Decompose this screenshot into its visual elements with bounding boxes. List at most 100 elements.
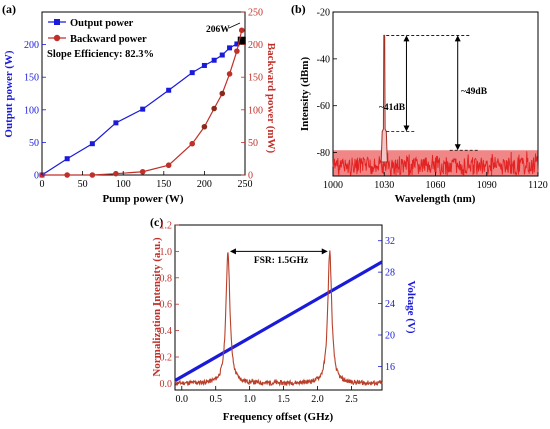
b-ytick-label-1: -60 — [317, 101, 330, 112]
a-ytick-left-label-4: 200 — [24, 40, 39, 51]
chart-b-annotations — [386, 35, 479, 151]
panel-label-a: (a) — [2, 2, 16, 16]
output-power-point-9 — [219, 52, 225, 58]
c-xtick-label-1: 0.5 — [209, 394, 222, 405]
a-ytick-left-label-0: 0 — [34, 171, 39, 182]
output-power-point-5 — [166, 87, 172, 93]
output-power-point-10 — [227, 45, 233, 51]
chart-a-frame — [41, 11, 246, 176]
c-xtick-label-2: 1.0 — [243, 394, 256, 405]
point-label-206w: 206W — [206, 25, 230, 35]
fsr-annotation — [229, 248, 328, 255]
c-ytick-right-label-2: 24 — [385, 299, 395, 310]
a-ytick-left-label-2: 100 — [24, 105, 39, 116]
c-ytick-left-label-5: 1.0 — [160, 247, 173, 258]
backward-power-point-10 — [226, 71, 233, 77]
b-ytick-label-2: -40 — [317, 54, 330, 65]
panel-label-b: (b) — [291, 2, 306, 16]
chart-a-xlabel: Pump power (W) — [102, 193, 183, 205]
chart-c-xlabel: Frequency offset (GHz) — [223, 411, 334, 423]
a-ytick-right-label-1: 50 — [248, 138, 258, 149]
output-power-point-8 — [211, 57, 217, 63]
b-ytick-label-3: -20 — [317, 8, 330, 19]
output-power-point-12 — [237, 36, 246, 45]
c-xtick-label-3: 1.5 — [277, 394, 290, 405]
chart-a-legend: Output power Backward power — [48, 18, 147, 45]
legend-output-power: Output power — [70, 18, 134, 29]
chart-a-ylabel-right: Backward power (mW) — [265, 43, 277, 154]
output-power-point-2 — [89, 141, 95, 147]
a-xtick-label-5: 250 — [238, 179, 253, 190]
label-41db: ~41dB — [379, 103, 406, 113]
a-xtick-label-4: 200 — [197, 179, 212, 190]
a-ytick-right-label-5: 250 — [248, 8, 263, 19]
b-xtick-label-4: 1120 — [528, 180, 548, 191]
backward-power-point-5 — [165, 162, 172, 169]
c-xtick-label-5: 2.5 — [345, 394, 358, 405]
a-xtick-label-0: 0 — [40, 179, 45, 190]
a-xtick-label-2: 100 — [116, 179, 131, 190]
b-xtick-label-2: 1060 — [426, 180, 446, 191]
c-ytick-right-label-0: 16 — [385, 362, 395, 373]
chart-c: (c) 0.0 0.5 1.0 1.5 2.0 2.5 0.0 0.2 0.4 0.6 0.8 1.0… — [150, 215, 417, 423]
chart-a-ylabel-left: Output power (W) — [3, 50, 15, 138]
arrow-41db-head-top — [403, 35, 410, 42]
output-power-point-4 — [140, 106, 146, 112]
chart-a: (a) 0 50 100 150 200 250050100150200050100150… — [2, 2, 277, 205]
backward-power-point-7 — [201, 123, 208, 130]
b-xtick-label-1: 1030 — [374, 180, 394, 191]
spectrum-noise-band — [333, 150, 538, 176]
backward-power-point-11 — [234, 48, 240, 54]
fsr-arrow-head-right — [321, 248, 328, 255]
backward-power-point-2 — [89, 172, 96, 178]
a-ytick-right-label-2: 100 — [248, 105, 263, 116]
output-power-point-1 — [64, 156, 70, 162]
output-power-point-6 — [189, 70, 195, 76]
chart-b-xlabel: Wavelength (nm) — [395, 193, 476, 205]
a-ytick-right-label-0: 0 — [248, 171, 253, 182]
c-ytick-left-label-6: 1.2 — [160, 221, 173, 232]
output-power-point-7 — [201, 62, 207, 68]
series-normalized-intensity — [174, 250, 383, 387]
series-voltage-ramp — [174, 260, 383, 382]
b-ytick-label-0: -80 — [317, 148, 330, 159]
b-xtick-label-3: 1090 — [477, 180, 497, 191]
chart-c-ylabel-right: Voltage (V) — [405, 280, 417, 333]
backward-power-point-4 — [139, 168, 146, 175]
spectrum-peak — [380, 34, 388, 163]
backward-power-point-12 — [238, 27, 245, 34]
output-power-point-3 — [113, 120, 119, 126]
a-xtick-label-3: 150 — [156, 179, 171, 190]
c-ytick-left-label-4: 0.8 — [160, 273, 173, 284]
c-ytick-right-label-3: 28 — [385, 268, 395, 279]
a-xtick-label-1: 50 — [78, 179, 88, 190]
a-ytick-right-label-3: 150 — [248, 73, 263, 84]
fsr-label: FSR: 1.5GHz — [254, 256, 309, 266]
backward-power-point-9 — [219, 90, 226, 97]
backward-power-point-1 — [64, 172, 70, 178]
a-ytick-right-label-4: 200 — [248, 40, 263, 51]
b-xtick-label-0: 1000 — [323, 180, 343, 191]
c-xtick-label-4: 2.0 — [311, 394, 324, 405]
backward-power-point-8 — [211, 105, 217, 112]
legend-marker-backward — [53, 34, 61, 42]
a-ytick-left-label-3: 150 — [24, 73, 39, 84]
c-ytick-left-label-1: 0.2 — [160, 353, 173, 364]
arrow-49db-head-top — [454, 35, 461, 42]
chart-c-ylabel-left: Normalization Intensity (a.u.) — [151, 237, 163, 377]
fsr-arrow-head-left — [229, 248, 236, 255]
chart-b: (b) 1000 1030 1060 1090 1120 -80 -60 -40 -20 ~41… — [291, 2, 548, 205]
panel-label-c: (c) — [150, 215, 163, 229]
arrow-49db-head-bottom — [454, 144, 461, 151]
label-49db: ~49dB — [461, 87, 488, 97]
chart-c-frame — [174, 224, 383, 391]
output-power-point-11 — [234, 41, 240, 47]
c-xtick-label-0: 0.0 — [176, 394, 189, 405]
c-ytick-left-label-2: 0.4 — [160, 326, 173, 337]
a-ytick-left-label-1: 50 — [29, 138, 39, 149]
legend-marker-output — [54, 19, 60, 25]
slope-efficiency-annotation: Slope Efficiency: 82.3% — [47, 49, 154, 60]
c-ytick-left-label-3: 0.6 — [160, 300, 173, 311]
c-ytick-right-label-4: 32 — [385, 236, 395, 247]
